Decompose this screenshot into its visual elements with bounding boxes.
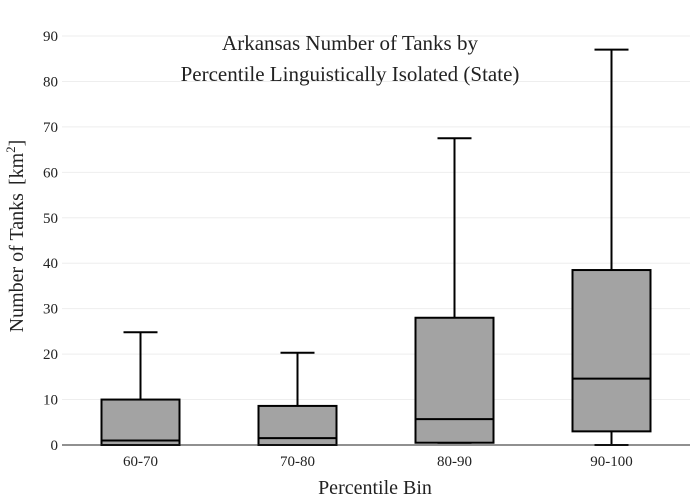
y-tick-label: 70 [43, 120, 58, 136]
y-tick-labels: 0 10 20 30 40 50 60 70 80 90 [43, 29, 58, 454]
chart-title-line-1: Arkansas Number of Tanks by [222, 31, 478, 55]
box-90-100 [571, 48, 652, 446]
box-70-80 [257, 351, 338, 447]
x-tick-label: 70-80 [280, 454, 315, 470]
iqr-box [571, 269, 652, 433]
y-tick-label: 60 [43, 165, 58, 181]
y-axis-label: Number of Tanks [km2] [3, 140, 28, 333]
y-tick-label: 0 [51, 438, 59, 454]
y-tick-label: 20 [43, 347, 58, 363]
iqr-box [414, 316, 495, 444]
y-axis-unit: [km [6, 152, 28, 185]
x-tick-labels: 60-70 70-80 80-90 90-100 [123, 454, 633, 470]
iqr-box [100, 398, 181, 446]
y-tick-label: 90 [43, 29, 58, 45]
x-tick-label: 90-100 [590, 454, 633, 470]
box-60-70 [100, 331, 181, 446]
y-tick-label: 30 [43, 302, 58, 318]
box-series [100, 48, 652, 447]
y-tick-label: 50 [43, 211, 58, 227]
box-80-90 [414, 137, 495, 444]
y-axis-unit-superscript: 2 [3, 146, 18, 153]
y-tick-label: 80 [43, 74, 58, 90]
x-tick-label: 60-70 [123, 454, 158, 470]
grid-lines [62, 35, 690, 401]
x-axis-label: Percentile Bin [318, 477, 432, 499]
y-tick-label: 40 [43, 256, 58, 272]
x-tick-label: 80-90 [437, 454, 472, 470]
y-tick-label: 10 [43, 393, 58, 409]
y-axis-unit-close: ] [6, 140, 28, 147]
chart-title-line-2: Percentile Linguistically Isolated (Stat… [181, 62, 520, 86]
y-axis-label-main: Number of Tanks [6, 193, 28, 333]
